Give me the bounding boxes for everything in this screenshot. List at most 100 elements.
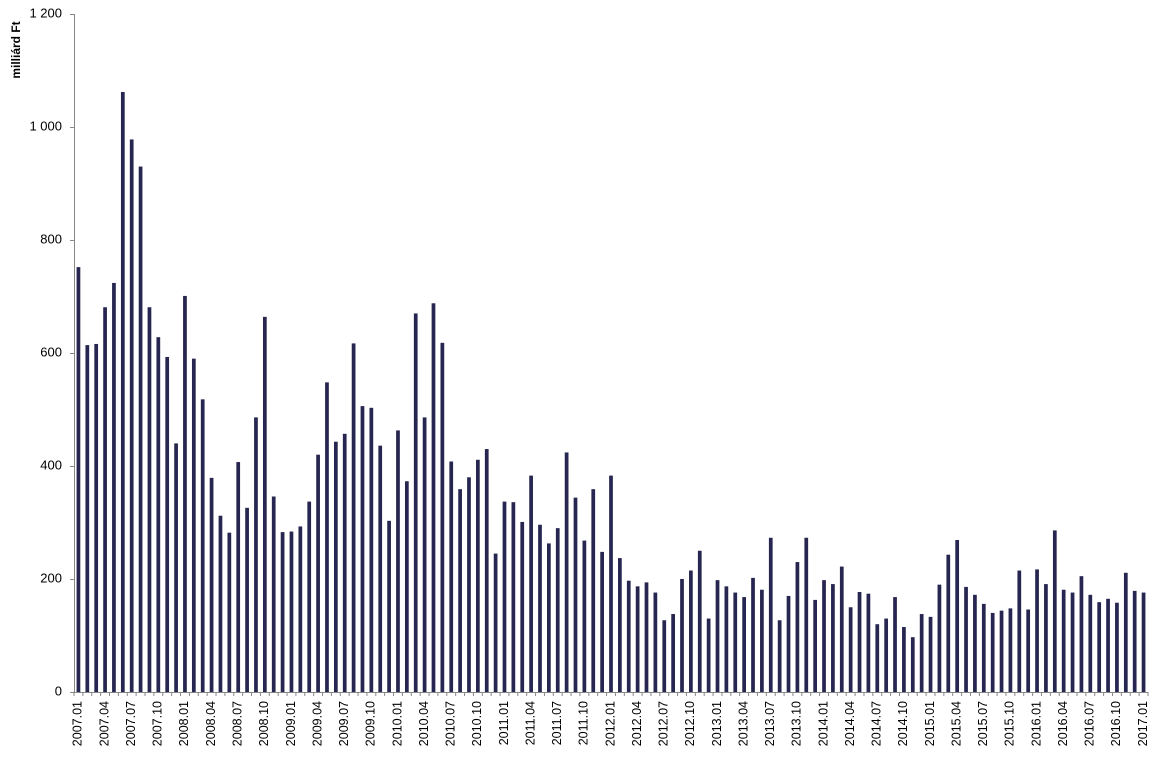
- bar: [662, 620, 667, 692]
- bar: [626, 580, 631, 692]
- bar: [582, 540, 587, 692]
- bar: [697, 550, 702, 692]
- x-tick-label: 2017.01: [1136, 701, 1150, 746]
- bar: [884, 618, 889, 692]
- bar: [964, 586, 968, 692]
- bar: [573, 497, 578, 692]
- bar: [325, 382, 329, 692]
- bar: [333, 441, 338, 692]
- y-tick-label: 1 000: [29, 118, 62, 133]
- bar: [183, 295, 187, 692]
- x-tick-label: 2015.01: [923, 701, 937, 746]
- x-tick-label: 2010.01: [390, 701, 404, 746]
- x-tick-label: 2010.04: [417, 701, 431, 746]
- bar: [760, 589, 764, 692]
- x-tick-label: 2007.10: [151, 701, 165, 746]
- bar: [1123, 572, 1128, 692]
- x-tick-label: 2008.10: [257, 701, 271, 746]
- x-tick-label: 2016.10: [1109, 701, 1123, 746]
- x-tick-label: 2014.04: [843, 701, 857, 746]
- x-tick-label: 2010.07: [444, 701, 458, 746]
- x-tick-label: 2009.04: [310, 701, 324, 746]
- bar: [893, 597, 897, 692]
- bar: [413, 313, 418, 692]
- x-tick-label: 2011.10: [577, 701, 591, 745]
- x-tick-label: 2007.04: [97, 701, 111, 746]
- bar: [777, 620, 782, 692]
- bar: [520, 521, 525, 692]
- bar: [209, 477, 214, 692]
- bar: [475, 459, 480, 692]
- x-tick-label: 2012.07: [657, 701, 671, 746]
- bar: [1079, 576, 1084, 692]
- bar: [804, 537, 809, 692]
- bar: [218, 515, 223, 692]
- bar: [822, 580, 826, 692]
- bar: [165, 356, 170, 692]
- bar: [839, 566, 844, 692]
- bar: [316, 454, 320, 692]
- x-tick-label: 2014.01: [816, 701, 830, 746]
- bar: [973, 594, 977, 692]
- x-tick-label: 2012.01: [603, 701, 617, 746]
- bar: [831, 584, 835, 692]
- bar: [271, 496, 276, 692]
- bar: [1141, 592, 1146, 692]
- bar: [609, 475, 613, 692]
- bar: [1017, 570, 1022, 692]
- x-tick-label: 2015.07: [976, 701, 990, 746]
- bar: [103, 307, 107, 692]
- y-axis-label: milliárd Ft: [9, 21, 23, 78]
- x-tick-label: 2015.10: [1003, 701, 1017, 746]
- y-tick-label: 0: [55, 683, 62, 698]
- bar: [76, 267, 81, 692]
- bar: [191, 358, 196, 692]
- bar: [751, 577, 755, 692]
- bar: [875, 624, 880, 692]
- x-tick-label: 2013.07: [763, 701, 777, 746]
- bar: [236, 462, 241, 692]
- bar: [742, 597, 747, 692]
- bar: [94, 343, 99, 692]
- bar: [112, 282, 116, 692]
- x-tick-label: 2015.04: [949, 701, 963, 746]
- bar: [458, 489, 462, 692]
- y-tick-label: 200: [40, 570, 62, 585]
- bar: [351, 343, 356, 692]
- x-tick-label: 2012.04: [630, 701, 644, 746]
- bar: [1052, 530, 1057, 692]
- bar: [644, 582, 649, 692]
- bar: [857, 591, 862, 692]
- bar: [493, 553, 498, 692]
- bar: [484, 449, 489, 692]
- x-tick-label: 2014.10: [896, 701, 910, 746]
- x-tick-label: 2011.07: [550, 701, 564, 745]
- bar: [254, 417, 258, 692]
- bar: [360, 406, 365, 692]
- x-tick-label: 2008.01: [177, 701, 191, 746]
- x-tick-label: 2016.04: [1056, 701, 1070, 746]
- y-tick-label: 800: [40, 231, 62, 246]
- bar: [431, 303, 436, 692]
- bar: [307, 501, 312, 692]
- x-tick-label: 2008.07: [231, 701, 245, 746]
- bar: [1044, 584, 1048, 692]
- bar: [1035, 569, 1039, 692]
- bar: [990, 612, 995, 692]
- bar: [955, 540, 960, 692]
- bar: [928, 616, 933, 692]
- bar: [733, 592, 738, 692]
- bars: [76, 91, 1146, 693]
- bar: [174, 443, 178, 692]
- bar: [467, 477, 471, 692]
- bar: [538, 524, 542, 692]
- bar: [1115, 602, 1119, 692]
- bar: [129, 139, 134, 692]
- bar: [156, 337, 161, 692]
- x-tick-label: 2009.01: [284, 701, 298, 746]
- bar: [1061, 589, 1066, 692]
- bar: [919, 614, 924, 692]
- bar: [387, 520, 391, 692]
- bar: [262, 316, 267, 692]
- bar: [547, 543, 551, 692]
